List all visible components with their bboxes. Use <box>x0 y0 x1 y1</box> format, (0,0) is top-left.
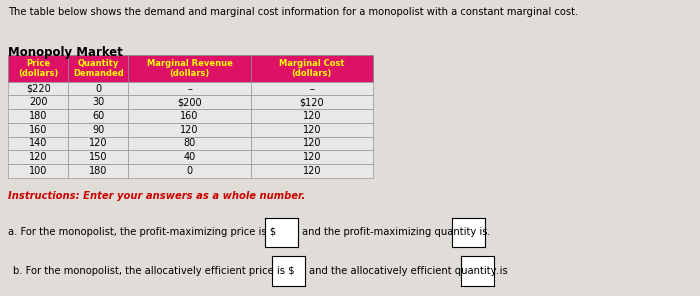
Text: b. For the monopolist, the allocatively efficient price is $: b. For the monopolist, the allocatively … <box>13 266 294 276</box>
Text: 120: 120 <box>302 166 321 176</box>
Bar <box>128 123 251 136</box>
Bar <box>128 82 251 96</box>
Bar <box>128 136 251 150</box>
Bar <box>251 123 373 136</box>
Bar <box>251 82 373 96</box>
Bar <box>8 150 69 164</box>
Text: 90: 90 <box>92 125 104 135</box>
Text: Quantity
Demanded: Quantity Demanded <box>73 59 124 78</box>
Bar <box>8 96 69 109</box>
Text: 0: 0 <box>95 84 101 94</box>
Bar <box>128 55 251 82</box>
Bar <box>69 82 128 96</box>
Text: 140: 140 <box>29 139 48 148</box>
Text: a. For the monopolist, the profit-maximizing price is $: a. For the monopolist, the profit-maximi… <box>8 227 276 237</box>
Text: 0: 0 <box>186 166 193 176</box>
Text: 180: 180 <box>89 166 108 176</box>
Text: 120: 120 <box>302 152 321 162</box>
Text: Marginal Cost
(dollars): Marginal Cost (dollars) <box>279 59 344 78</box>
Text: 80: 80 <box>183 139 196 148</box>
Text: 120: 120 <box>181 125 199 135</box>
Text: 60: 60 <box>92 111 104 121</box>
Text: 120: 120 <box>89 139 108 148</box>
Text: and the allocatively efficient quantity is: and the allocatively efficient quantity … <box>309 266 508 276</box>
Bar <box>69 136 128 150</box>
Bar <box>69 164 128 178</box>
Text: .: . <box>496 266 500 276</box>
Bar <box>8 136 69 150</box>
Bar <box>8 55 69 82</box>
Bar <box>69 96 128 109</box>
Text: 120: 120 <box>302 125 321 135</box>
Text: The table below shows the demand and marginal cost information for a monopolist : The table below shows the demand and mar… <box>8 7 579 17</box>
Text: 150: 150 <box>89 152 108 162</box>
Text: Monopoly Market: Monopoly Market <box>8 46 123 59</box>
Text: Instructions: Enter your answers as a whole number.: Instructions: Enter your answers as a wh… <box>8 191 306 201</box>
Text: and the profit-maximizing quantity is: and the profit-maximizing quantity is <box>302 227 487 237</box>
Bar <box>69 55 128 82</box>
Bar <box>251 164 373 178</box>
Text: 200: 200 <box>29 97 48 107</box>
Text: 180: 180 <box>29 111 48 121</box>
Text: $120: $120 <box>300 97 324 107</box>
Bar <box>69 123 128 136</box>
Text: 40: 40 <box>183 152 196 162</box>
Text: 160: 160 <box>29 125 48 135</box>
Bar <box>251 136 373 150</box>
Text: 100: 100 <box>29 166 48 176</box>
Text: .: . <box>487 227 491 237</box>
Bar <box>8 123 69 136</box>
Text: –: – <box>187 84 192 94</box>
Text: $200: $200 <box>177 97 202 107</box>
Text: –: – <box>309 84 314 94</box>
Bar <box>128 109 251 123</box>
Bar <box>128 164 251 178</box>
Bar <box>69 109 128 123</box>
Text: 30: 30 <box>92 97 104 107</box>
Text: $220: $220 <box>26 84 51 94</box>
Text: Price
(dollars): Price (dollars) <box>18 59 59 78</box>
Bar <box>251 55 373 82</box>
Bar <box>69 150 128 164</box>
Bar <box>128 96 251 109</box>
Text: 120: 120 <box>302 139 321 148</box>
Bar <box>128 150 251 164</box>
Text: 120: 120 <box>29 152 48 162</box>
Bar <box>251 150 373 164</box>
Text: 160: 160 <box>181 111 199 121</box>
Bar <box>251 96 373 109</box>
Bar <box>8 82 69 96</box>
Bar <box>8 109 69 123</box>
Text: 120: 120 <box>302 111 321 121</box>
Text: Marginal Revenue
(dollars): Marginal Revenue (dollars) <box>146 59 232 78</box>
Bar <box>8 164 69 178</box>
Bar <box>251 109 373 123</box>
